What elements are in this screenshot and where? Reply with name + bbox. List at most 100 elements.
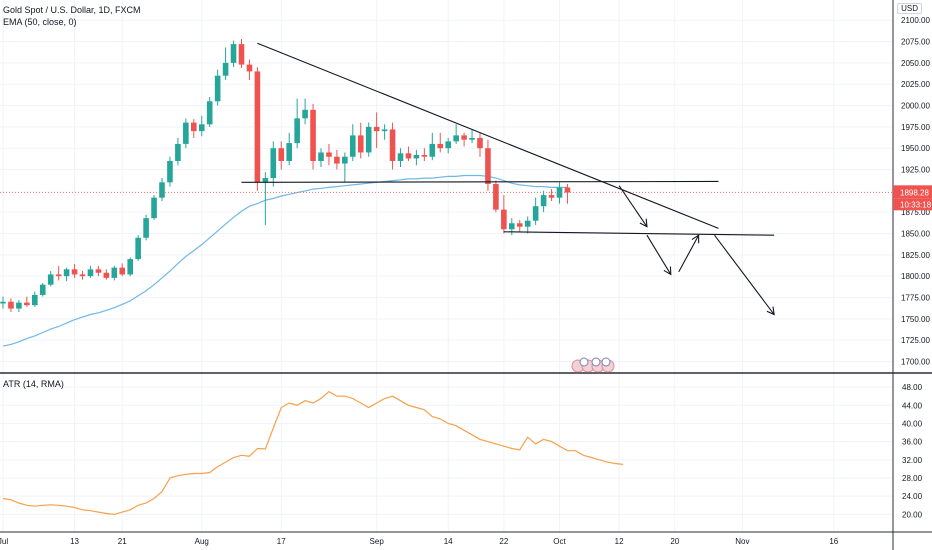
candle-body xyxy=(326,152,332,157)
current-price-label: 1898.28 xyxy=(900,188,929,197)
atr-tick-label: 20.00 xyxy=(902,510,923,519)
atr-line xyxy=(2,390,624,516)
price-tick-label: 1825.00 xyxy=(901,251,930,260)
candle-body xyxy=(381,129,388,132)
candle-body xyxy=(342,156,348,164)
price-tick-label: 2100.00 xyxy=(901,16,930,25)
grid xyxy=(0,0,893,532)
ema-line xyxy=(2,174,568,347)
candle-body xyxy=(429,143,436,157)
candle-body xyxy=(151,197,157,219)
arrow-head xyxy=(691,234,700,244)
arrow-shaft xyxy=(646,234,672,275)
price-tick-label: 1925.00 xyxy=(901,166,930,175)
ema-legend-label: EMA (50, close, 0) xyxy=(3,17,77,27)
arrow-head xyxy=(639,218,648,228)
candle-body xyxy=(39,284,46,295)
price-tick-label: 2050.00 xyxy=(901,59,930,68)
arrow-head xyxy=(766,306,775,316)
candles xyxy=(0,39,571,312)
candle-body xyxy=(556,187,563,198)
candle-body xyxy=(246,64,253,72)
candle-body xyxy=(485,148,491,185)
price-tick-label: 1750.00 xyxy=(901,315,930,324)
candle-body xyxy=(191,122,197,132)
candle-body xyxy=(350,135,356,157)
candle-body xyxy=(278,148,285,161)
drawings xyxy=(241,42,775,316)
candle-body xyxy=(548,195,555,198)
price-tick-label: 1800.00 xyxy=(901,272,930,281)
price-tick-label: 1700.00 xyxy=(901,357,930,366)
events-badge[interactable] xyxy=(571,357,615,373)
candle-body xyxy=(310,109,316,161)
candle-body xyxy=(214,75,221,102)
trendline xyxy=(241,180,719,183)
time-tick-label: Sep xyxy=(370,537,385,546)
price-tick-label: 1775.00 xyxy=(901,293,930,302)
candle-body xyxy=(461,135,467,140)
candle-body xyxy=(230,44,237,63)
atr-tick-label: 48.00 xyxy=(902,383,923,392)
atr-legend[interactable]: ATR (14, RMA) xyxy=(3,379,64,389)
candle-body xyxy=(524,220,531,227)
candle-body xyxy=(24,302,30,306)
price-tick-label: 1950.00 xyxy=(901,144,930,153)
candle-body xyxy=(47,274,54,285)
atr-legend-label: ATR (14, RMA) xyxy=(3,379,64,389)
candle-body xyxy=(540,195,547,207)
candle-body xyxy=(421,155,428,157)
trendline xyxy=(257,42,719,229)
candle-body xyxy=(509,223,515,230)
candle-body xyxy=(397,153,404,161)
ema-series xyxy=(2,174,568,347)
candle-body xyxy=(71,269,78,275)
price-tick-label: 2000.00 xyxy=(901,102,930,111)
time-tick-label: 20 xyxy=(670,537,679,546)
candle-body xyxy=(286,143,292,161)
candle-body xyxy=(111,267,118,278)
candle-body xyxy=(103,272,110,278)
candle-body xyxy=(159,182,165,198)
candle-body xyxy=(95,269,102,273)
currency-button[interactable]: USD xyxy=(897,3,922,14)
time-tick-label: 17 xyxy=(277,537,286,546)
candle-body xyxy=(175,143,181,161)
trendline xyxy=(503,231,775,236)
candle-body xyxy=(254,71,261,183)
ema-legend[interactable]: EMA (50, close, 0) xyxy=(3,17,77,27)
candle-body xyxy=(437,143,444,149)
candle-body xyxy=(183,122,189,144)
candle-body xyxy=(334,156,340,164)
atr-tick-label: 24.00 xyxy=(902,492,923,501)
candle-body xyxy=(365,126,372,153)
symbol-legend: Gold Spot / U.S. Dollar, 1D, FXCM xyxy=(3,5,141,15)
price-tick-label: 2025.00 xyxy=(901,80,930,89)
candle-body xyxy=(222,62,229,76)
time-tick-label: 22 xyxy=(499,537,508,546)
candle-body xyxy=(516,223,523,227)
atr-tick-label: 40.00 xyxy=(902,419,923,428)
candle-body xyxy=(270,148,277,179)
candle-body xyxy=(79,274,86,277)
candle-body xyxy=(469,137,475,140)
price-tag xyxy=(893,185,932,199)
candle-body xyxy=(32,294,38,306)
candle-body xyxy=(294,118,300,144)
atr-tick-label: 28.00 xyxy=(902,474,923,483)
atr-series xyxy=(2,390,624,516)
candle-body xyxy=(8,301,14,309)
candle-body xyxy=(238,44,245,65)
candle-body xyxy=(127,259,133,275)
atr-tick-label: 32.00 xyxy=(902,456,923,465)
candle-body xyxy=(389,129,396,161)
candle-body xyxy=(318,152,324,161)
candle-body xyxy=(493,184,499,210)
arrow-shaft xyxy=(618,185,648,227)
candle-body xyxy=(206,101,213,125)
time-tick-label: 13 xyxy=(70,537,79,546)
candle-body xyxy=(413,155,420,159)
